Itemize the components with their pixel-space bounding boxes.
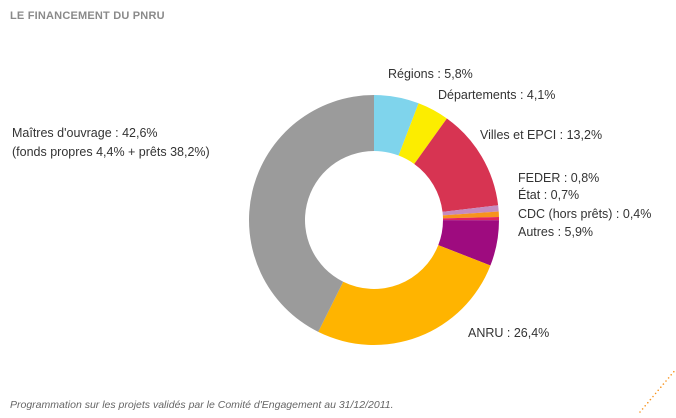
slice-feder (442, 205, 499, 216)
label-cdc: CDC (hors prêts) : 0,4% (518, 207, 652, 221)
label-etat: État : 0,7% (518, 188, 580, 202)
footnote: Programmation sur les projets validés pa… (10, 399, 394, 411)
label-maitres-detail: (fonds propres 4,4% + prêts 38,2%) (12, 145, 210, 159)
chart-title: LE FINANCEMENT DU PNRU (10, 10, 165, 22)
label-autres: Autres : 5,9% (518, 225, 594, 239)
slice-d-partements (398, 103, 447, 164)
slice-anru (318, 245, 491, 345)
label-maitres: Maîtres d'ouvrage : 42,6% (12, 126, 158, 140)
label-departements: Départements : 4,1% (438, 88, 556, 102)
slice-cdc-hors-pr-ts- (442, 217, 499, 221)
slice--tat (442, 211, 499, 219)
slice-r-gions (374, 95, 419, 156)
decorative-dotted-line (639, 370, 675, 413)
label-feder: FEDER : 0,8% (518, 171, 600, 185)
label-anru: ANRU : 26,4% (468, 326, 550, 340)
slice-villes-et-epci (414, 118, 499, 212)
label-regions: Régions : 5,8% (388, 67, 473, 81)
slice-autres (438, 220, 499, 266)
slice-ma-tres-d-ouvrage (248, 95, 374, 332)
label-villes: Villes et EPCI : 13,2% (480, 128, 603, 142)
